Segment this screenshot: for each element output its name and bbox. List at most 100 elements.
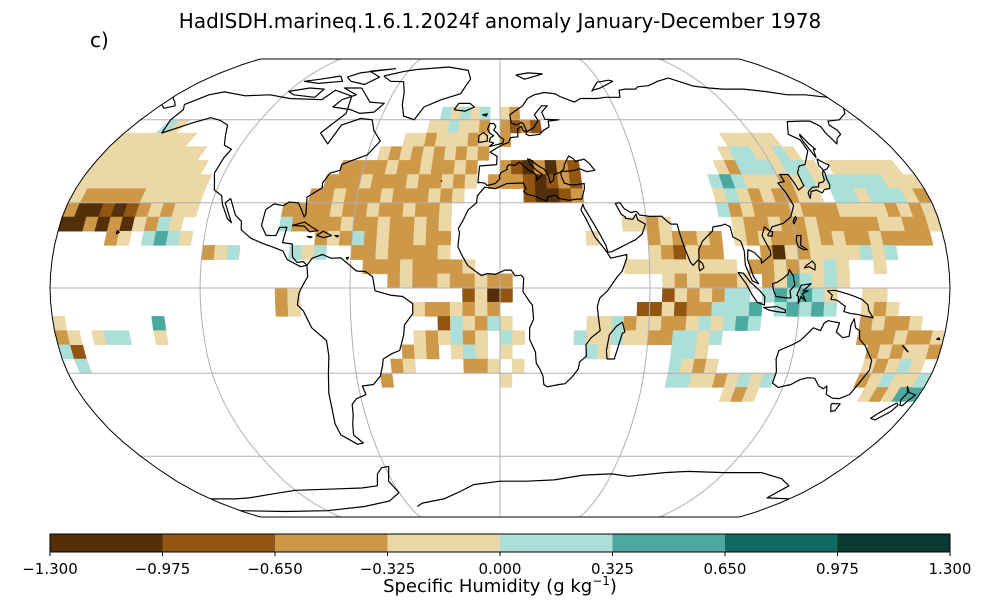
- anomaly-cell: [438, 202, 453, 218]
- anomaly-cell: [401, 216, 416, 232]
- anomaly-cell: [824, 273, 838, 289]
- anomaly-cell: [661, 301, 676, 317]
- anomaly-cell: [711, 259, 725, 275]
- colorbar-tick-label: −0.325: [360, 560, 416, 578]
- anomaly-cell: [412, 245, 427, 260]
- anomaly-cell: [447, 119, 461, 134]
- anomaly-cell: [647, 330, 662, 346]
- coastline: [698, 259, 705, 272]
- anomaly-cell: [674, 287, 688, 303]
- colorbar-tick-label: 1.300: [929, 560, 972, 578]
- anomaly-cell: [465, 160, 478, 175]
- colorbar-tick-label: 0.325: [591, 560, 634, 578]
- anomaly-cell: [463, 358, 477, 374]
- coastline: [296, 253, 414, 445]
- anomaly-cell: [836, 273, 851, 289]
- anomaly-cell: [425, 330, 439, 346]
- anomaly-cell: [340, 216, 355, 232]
- colorbar-swatch: [387, 534, 501, 552]
- anomaly-cell: [736, 287, 751, 303]
- coastline: [762, 305, 786, 314]
- coastline: [477, 131, 488, 144]
- graticule-layer: [50, 59, 950, 517]
- anomaly-cell: [329, 202, 345, 218]
- anomaly-cell: [414, 202, 429, 218]
- anomaly-cell: [499, 330, 513, 346]
- anomaly-cell: [586, 316, 600, 331]
- anomaly-cell: [413, 230, 427, 246]
- anomaly-cell: [871, 316, 886, 331]
- anomaly-cell: [722, 316, 737, 331]
- anomaly-cell: [585, 230, 600, 246]
- anomaly-cell: [474, 316, 488, 331]
- anomaly-cell: [811, 287, 826, 303]
- anomaly-cell: [662, 273, 676, 289]
- anomaly-cell: [426, 344, 440, 360]
- anomaly-cell: [686, 287, 701, 303]
- anomaly-cell: [390, 358, 405, 374]
- anomaly-cell: [785, 301, 800, 317]
- colorbar-swatch: [500, 534, 613, 552]
- anomaly-cell: [634, 330, 649, 346]
- coastline: [591, 79, 614, 92]
- anomaly-cell: [475, 358, 489, 374]
- anomaly-cell: [178, 230, 194, 246]
- anomaly-cell: [379, 372, 395, 388]
- anomaly-cell: [376, 216, 391, 232]
- anomaly-cell: [880, 160, 904, 175]
- colorbar-tick-label: −0.975: [135, 560, 191, 578]
- coastline: [870, 402, 899, 421]
- anomaly-cell: [734, 316, 750, 331]
- anomaly-cell: [908, 316, 924, 331]
- colorbar-tick-label: 0.650: [704, 560, 747, 578]
- anomaly-cell: [417, 174, 432, 189]
- anomaly-cell: [413, 330, 427, 346]
- anomaly-cell: [153, 330, 169, 346]
- anomaly-cell: [327, 216, 343, 232]
- colorbar-label: Specific Humidity (g kg−1): [383, 574, 617, 597]
- anomaly-cell: [623, 316, 638, 331]
- anomaly-cell: [736, 301, 750, 317]
- anomaly-cell: [426, 202, 441, 218]
- anomaly-cell: [424, 301, 439, 317]
- anomaly-cell: [510, 160, 524, 175]
- anomaly-cell: [399, 273, 413, 289]
- anomaly-cell: [682, 344, 697, 360]
- anomaly-cell: [499, 344, 513, 360]
- anomaly-cells-layer: [51, 106, 946, 402]
- anomaly-cell: [724, 287, 738, 303]
- anomaly-cell: [499, 174, 513, 189]
- anomaly-cell: [287, 301, 302, 317]
- anomaly-cell: [467, 132, 480, 147]
- anomaly-cell: [438, 216, 452, 232]
- anomaly-cell: [874, 287, 888, 303]
- anomaly-cell: [445, 132, 459, 147]
- coastline: [288, 87, 325, 98]
- anomaly-cell: [697, 316, 712, 331]
- anomaly-cell: [673, 301, 688, 317]
- anomaly-cell: [73, 358, 93, 374]
- anomaly-cell: [151, 316, 167, 331]
- anomaly-cell: [798, 301, 813, 317]
- anomaly-cell: [649, 259, 663, 275]
- anomaly-cell: [393, 174, 409, 189]
- anomaly-cell: [449, 301, 463, 317]
- colorbar-swatch: [612, 534, 726, 552]
- anomaly-cell: [462, 344, 476, 360]
- anomaly-cell: [419, 160, 434, 175]
- coastline: [803, 260, 816, 271]
- anomaly-cell: [810, 301, 825, 317]
- anomaly-cell: [597, 344, 611, 360]
- anomaly-cell: [512, 330, 526, 346]
- anomaly-cell: [694, 344, 709, 360]
- coastline: [416, 470, 790, 507]
- colorbar-swatch: [837, 534, 951, 552]
- anomaly-cell: [405, 174, 420, 189]
- anomaly-cell: [378, 202, 393, 218]
- anomaly-cell: [711, 287, 726, 303]
- anomaly-cell: [487, 287, 501, 303]
- anomaly-cell: [511, 358, 525, 374]
- anomaly-cell: [747, 316, 762, 331]
